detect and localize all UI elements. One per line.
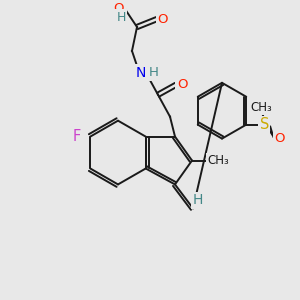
Text: N: N <box>136 66 146 80</box>
Text: CH₃: CH₃ <box>207 154 229 167</box>
Text: H: H <box>116 11 126 24</box>
Text: H: H <box>149 66 159 79</box>
Text: H: H <box>193 194 203 207</box>
Text: O: O <box>114 2 124 15</box>
Text: CH₃: CH₃ <box>250 101 272 114</box>
Text: O: O <box>158 13 168 26</box>
Text: S: S <box>260 117 269 132</box>
Text: O: O <box>177 78 187 91</box>
Text: F: F <box>72 129 80 144</box>
Text: O: O <box>274 132 284 145</box>
